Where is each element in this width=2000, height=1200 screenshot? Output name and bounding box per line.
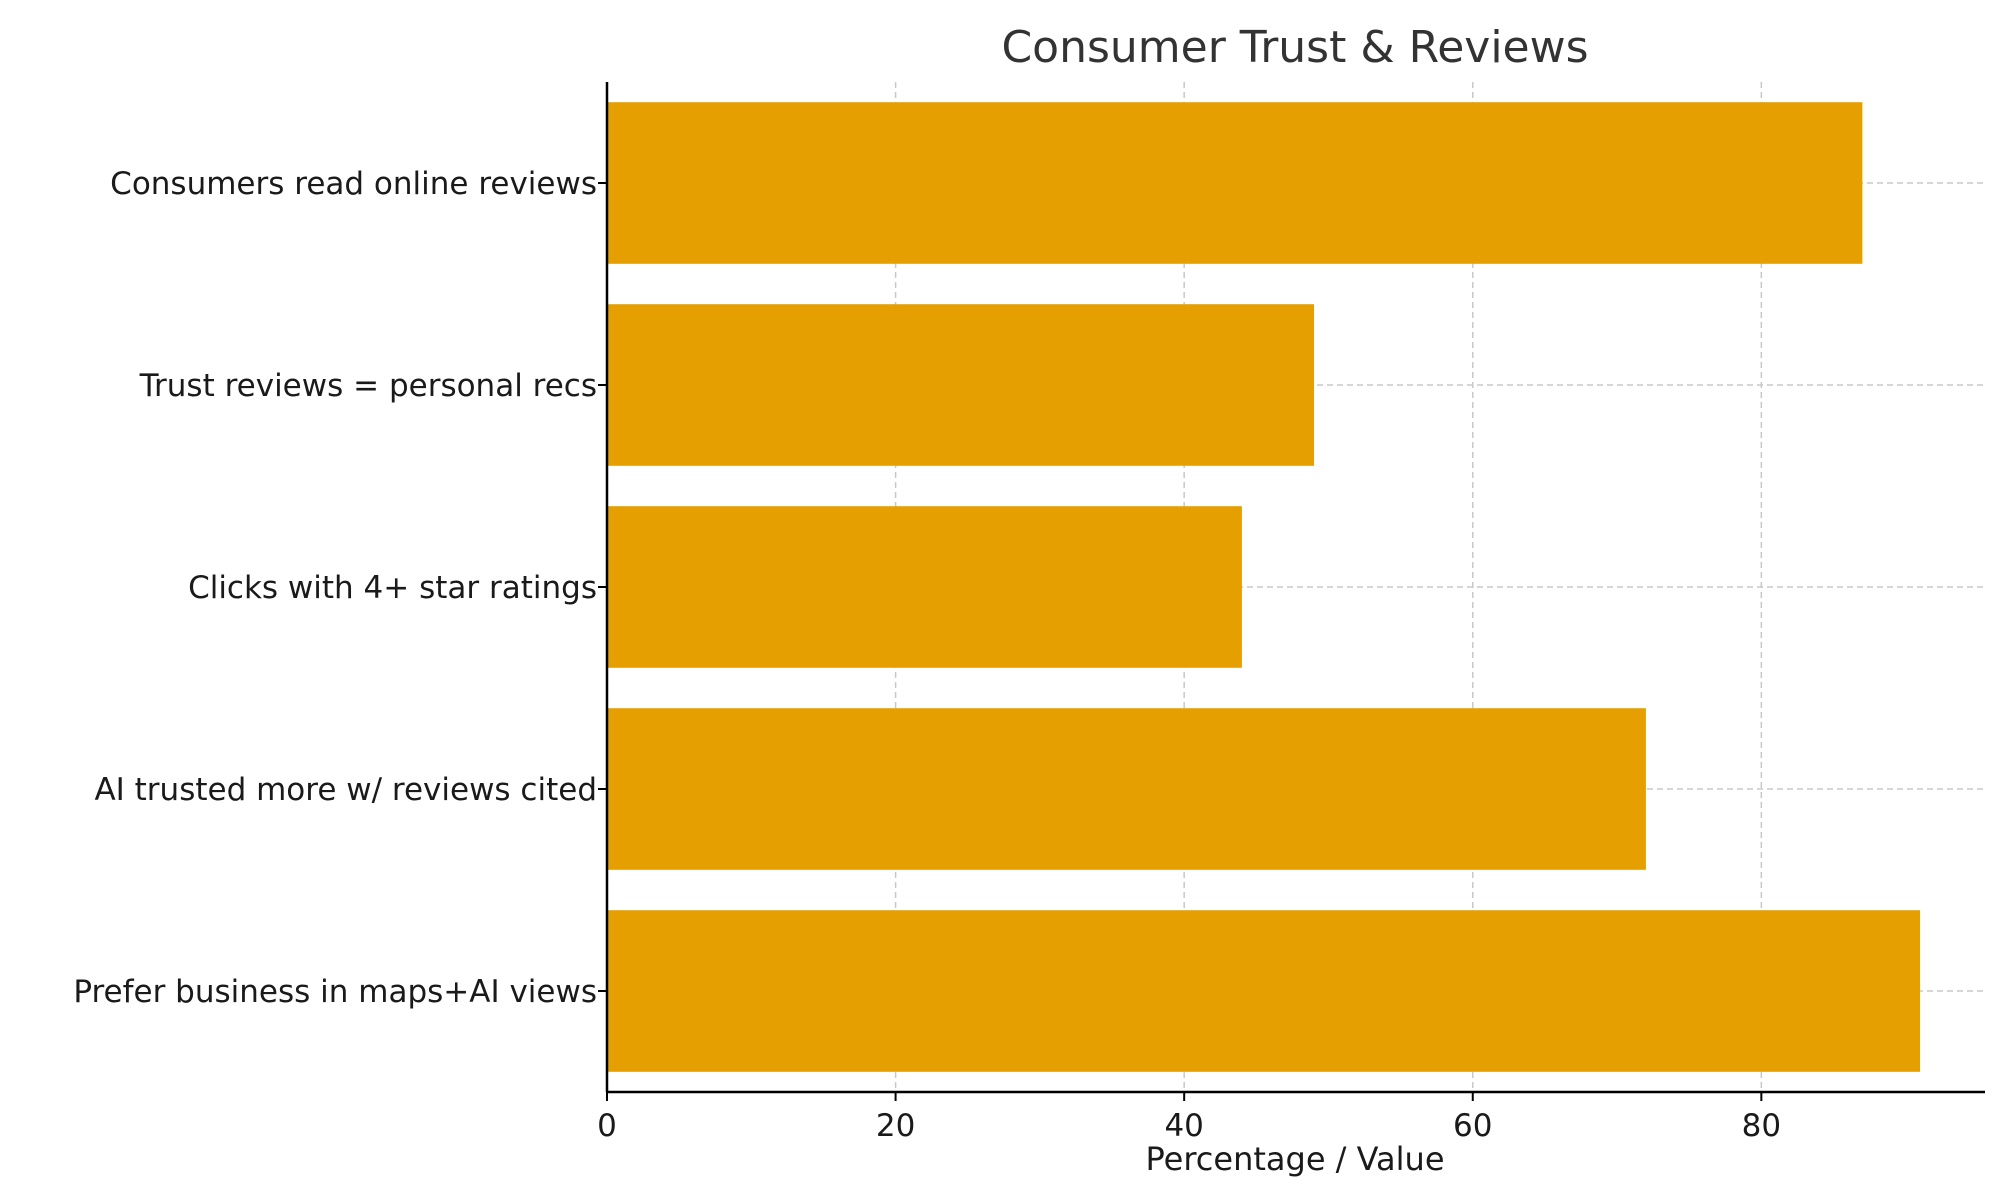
x-tick-label: 80 bbox=[1742, 1108, 1781, 1144]
x-axis-label: Percentage / Value bbox=[1145, 1140, 1444, 1178]
category-label: Trust reviews = personal recs bbox=[139, 368, 597, 404]
bar bbox=[607, 304, 1315, 466]
bar bbox=[607, 102, 1863, 264]
chart-title: Consumer Trust & Reviews bbox=[1001, 22, 1588, 73]
category-label: Clicks with 4+ star ratings bbox=[188, 570, 597, 606]
bar bbox=[607, 506, 1242, 668]
y-ticks: Consumers read online reviews Trust revie… bbox=[73, 166, 607, 1010]
x-tick-label: 40 bbox=[1164, 1108, 1203, 1144]
x-tick-label: 20 bbox=[876, 1108, 915, 1144]
bar bbox=[607, 708, 1646, 870]
category-label: Prefer business in maps+AI views bbox=[73, 974, 597, 1010]
x-tick-label: 0 bbox=[597, 1108, 617, 1144]
bar bbox=[607, 910, 1921, 1072]
category-label: Consumers read online reviews bbox=[110, 166, 597, 202]
x-tick-label: 60 bbox=[1453, 1108, 1492, 1144]
x-ticks: 0 20 40 60 80 bbox=[597, 1092, 1781, 1144]
category-label: AI trusted more w/ reviews cited bbox=[94, 772, 597, 808]
bars bbox=[607, 102, 1921, 1072]
